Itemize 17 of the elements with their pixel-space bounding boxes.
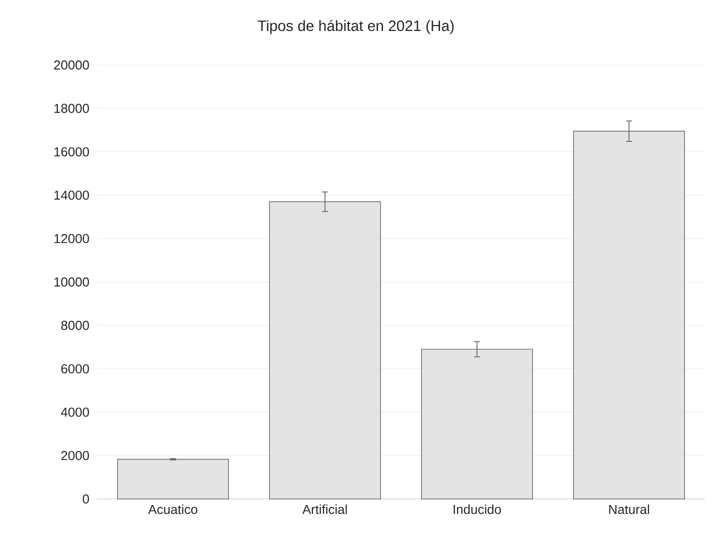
chart-title: Tipos de hábitat en 2021 (Ha) [258, 20, 454, 34]
y-tick-label: 14000 [54, 190, 89, 200]
y-tick-label: 18000 [54, 104, 89, 113]
x-tick-label: Natural [609, 504, 650, 514]
y-tick-label: 4000 [60, 408, 89, 417]
y-tick-label: 12000 [54, 234, 89, 244]
y-tick-label: 16000 [54, 147, 89, 156]
x-tick-label: Artificial [302, 504, 347, 514]
y-tick-label: 6000 [61, 364, 89, 374]
y-tick-label: 8000 [61, 320, 89, 330]
bar [117, 458, 229, 500]
y-tick-label: 10000 [54, 277, 89, 287]
x-tick-label: Inducido [454, 504, 501, 514]
y-tick-label: 0 [82, 494, 89, 504]
y-tick-label: 2000 [61, 451, 89, 460]
y-tick-label: 20000 [54, 60, 89, 70]
x-tick-label: Acuatico [148, 504, 198, 514]
